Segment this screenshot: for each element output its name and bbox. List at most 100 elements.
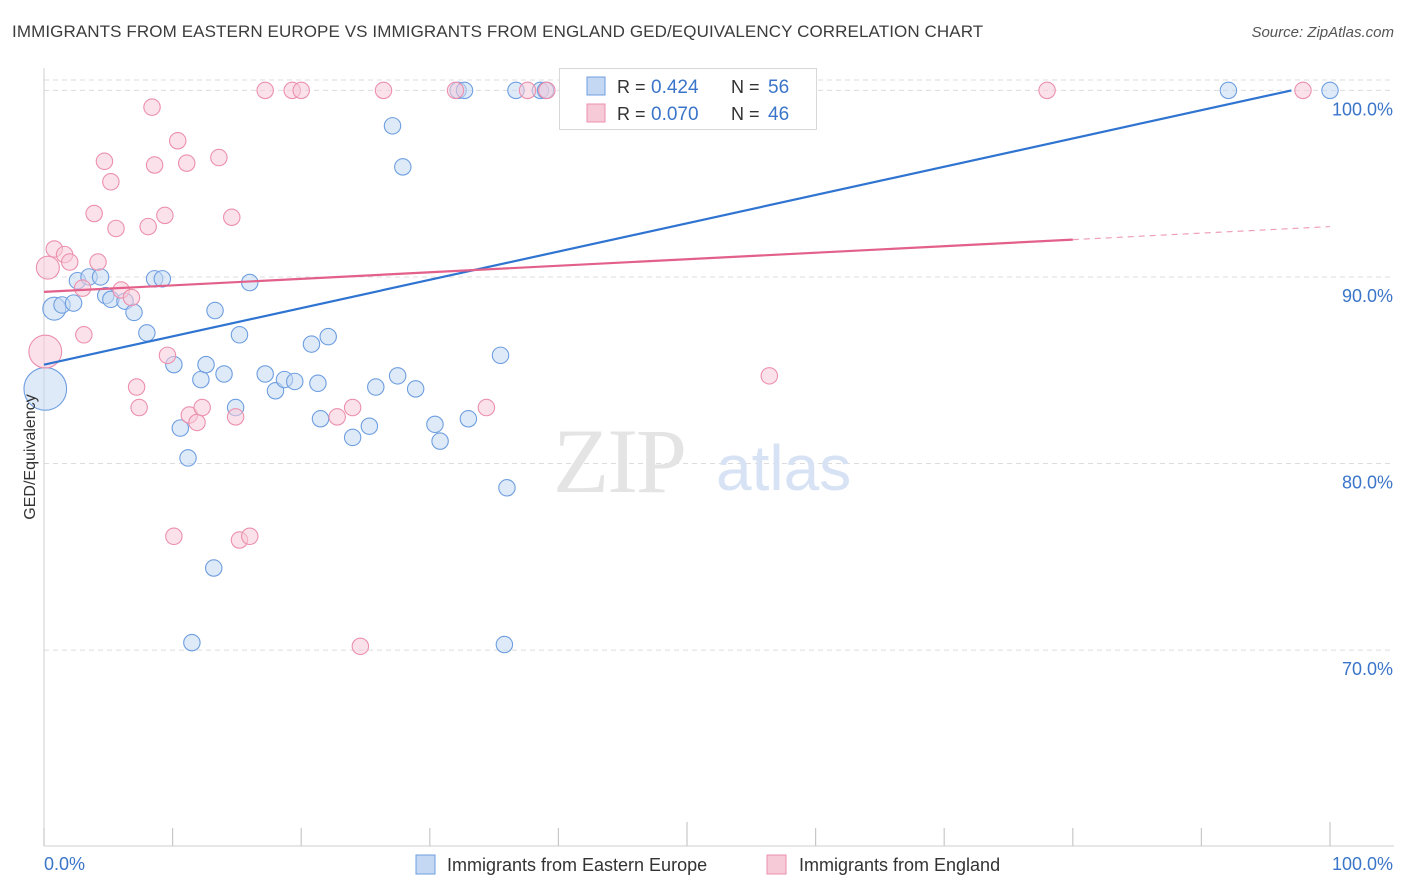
y-tick-label: 80.0%: [1342, 473, 1393, 493]
point-eastern-europe: [205, 559, 223, 577]
point-england: [210, 148, 228, 167]
point-england: [374, 81, 393, 100]
point-eastern-europe: [491, 346, 510, 365]
stats-legend: R = 0.424 N = 56 R = 0.070 N = 46: [559, 68, 817, 130]
series-legend-label-pink: Immigrants from England: [799, 855, 1000, 875]
point-england: [226, 408, 245, 426]
point-england: [256, 81, 274, 100]
point-england: [73, 279, 92, 297]
point-eastern-europe: [197, 355, 215, 374]
point-england: [328, 408, 346, 426]
point-eastern-europe: [91, 268, 110, 286]
point-england: [351, 637, 370, 656]
legend-r-label: R =: [617, 104, 646, 124]
point-eastern-europe: [394, 158, 412, 176]
gridlines: [44, 79, 1394, 651]
series-legend-label-blue: Immigrants from Eastern Europe: [447, 855, 707, 875]
point-england: [145, 156, 164, 174]
point-england: [193, 398, 211, 417]
point-eastern-europe: [498, 479, 516, 497]
point-eastern-europe: [64, 294, 83, 312]
legend-swatch-blue: [586, 76, 606, 96]
legend-r-value: 0.424: [651, 77, 699, 98]
point-england: [139, 217, 157, 236]
watermark-atlas: atlas: [716, 432, 851, 504]
trend-line-eastern-europe: [43, 89, 1292, 366]
source-label: Source: ZipAtlas.com: [1251, 24, 1394, 41]
point-eastern-europe: [286, 372, 304, 391]
point-england: [188, 413, 206, 432]
point-england: [102, 173, 120, 191]
point-england: [760, 367, 779, 385]
point-england: [85, 204, 103, 223]
y-axis-label: GED/Equivalency: [22, 394, 39, 519]
point-eastern-europe: [459, 410, 478, 428]
point-eastern-europe: [360, 417, 379, 435]
watermark: ZIP atlas: [553, 410, 851, 512]
point-eastern-europe: [388, 367, 407, 385]
x-tick-label: 100.0%: [1332, 854, 1393, 874]
legend-swatch-pink: [586, 103, 606, 123]
point-eastern-europe: [183, 633, 201, 652]
series-legend: Immigrants from Eastern Europe Immigrant…: [415, 854, 1000, 875]
point-england: [518, 81, 537, 100]
point-england: [292, 81, 310, 100]
point-eastern-europe: [406, 380, 425, 398]
legend-n-label: N =: [731, 77, 760, 97]
y-tick-label: 70.0%: [1342, 659, 1393, 679]
x-tick-label: 0.0%: [44, 854, 85, 874]
point-england: [95, 152, 114, 171]
point-england: [107, 219, 125, 238]
point-eastern-europe: [138, 324, 156, 342]
point-eastern-europe: [383, 117, 402, 135]
point-eastern-europe: [367, 378, 385, 396]
point-eastern-europe: [309, 374, 327, 393]
data-points: [23, 81, 1339, 656]
trend-lines: [43, 89, 1331, 366]
point-england: [1038, 81, 1056, 100]
legend-n-value: 56: [768, 77, 789, 98]
point-eastern-europe: [495, 635, 514, 654]
y-tick-label: 100.0%: [1332, 99, 1393, 119]
point-england: [35, 255, 60, 280]
legend-n-value: 46: [768, 104, 789, 125]
trend-line-england: [43, 238, 1073, 293]
point-england: [241, 527, 259, 546]
point-england: [1294, 81, 1312, 100]
point-england: [122, 288, 141, 307]
point-eastern-europe: [1321, 81, 1339, 100]
point-england: [343, 398, 362, 417]
series-legend-swatch-blue: [415, 854, 436, 875]
point-england: [158, 346, 177, 365]
watermark-zip: ZIP: [553, 410, 685, 512]
point-england: [75, 326, 93, 344]
stats-legend-graphic: R = 0.424 N = 56 R = 0.070 N = 46: [586, 76, 789, 125]
point-eastern-europe: [426, 415, 444, 434]
point-england: [177, 154, 196, 172]
point-eastern-europe: [302, 335, 321, 353]
series-legend-swatch-pink: [766, 854, 787, 875]
point-england: [538, 81, 556, 100]
point-england: [156, 206, 174, 225]
y-tick-label: 90.0%: [1342, 286, 1393, 306]
point-eastern-europe: [125, 303, 143, 322]
point-eastern-europe: [1219, 81, 1238, 100]
point-england: [446, 81, 465, 100]
point-england: [60, 253, 79, 271]
point-eastern-europe: [206, 301, 224, 320]
point-england: [477, 398, 496, 417]
point-eastern-europe: [431, 432, 449, 450]
legend-r-value: 0.070: [651, 104, 699, 125]
point-england: [89, 253, 107, 271]
point-england: [223, 208, 241, 227]
tick-labels: 70.0% 80.0% 90.0% 100.0% 0.0% 100.0%: [43, 99, 1393, 874]
legend-n-label: N =: [731, 104, 760, 124]
point-england: [143, 98, 161, 116]
point-england: [28, 334, 63, 369]
point-england: [130, 398, 148, 417]
point-eastern-europe: [153, 270, 172, 288]
point-england: [168, 132, 187, 150]
point-eastern-europe: [343, 428, 362, 447]
legend-r-label: R =: [617, 77, 646, 97]
